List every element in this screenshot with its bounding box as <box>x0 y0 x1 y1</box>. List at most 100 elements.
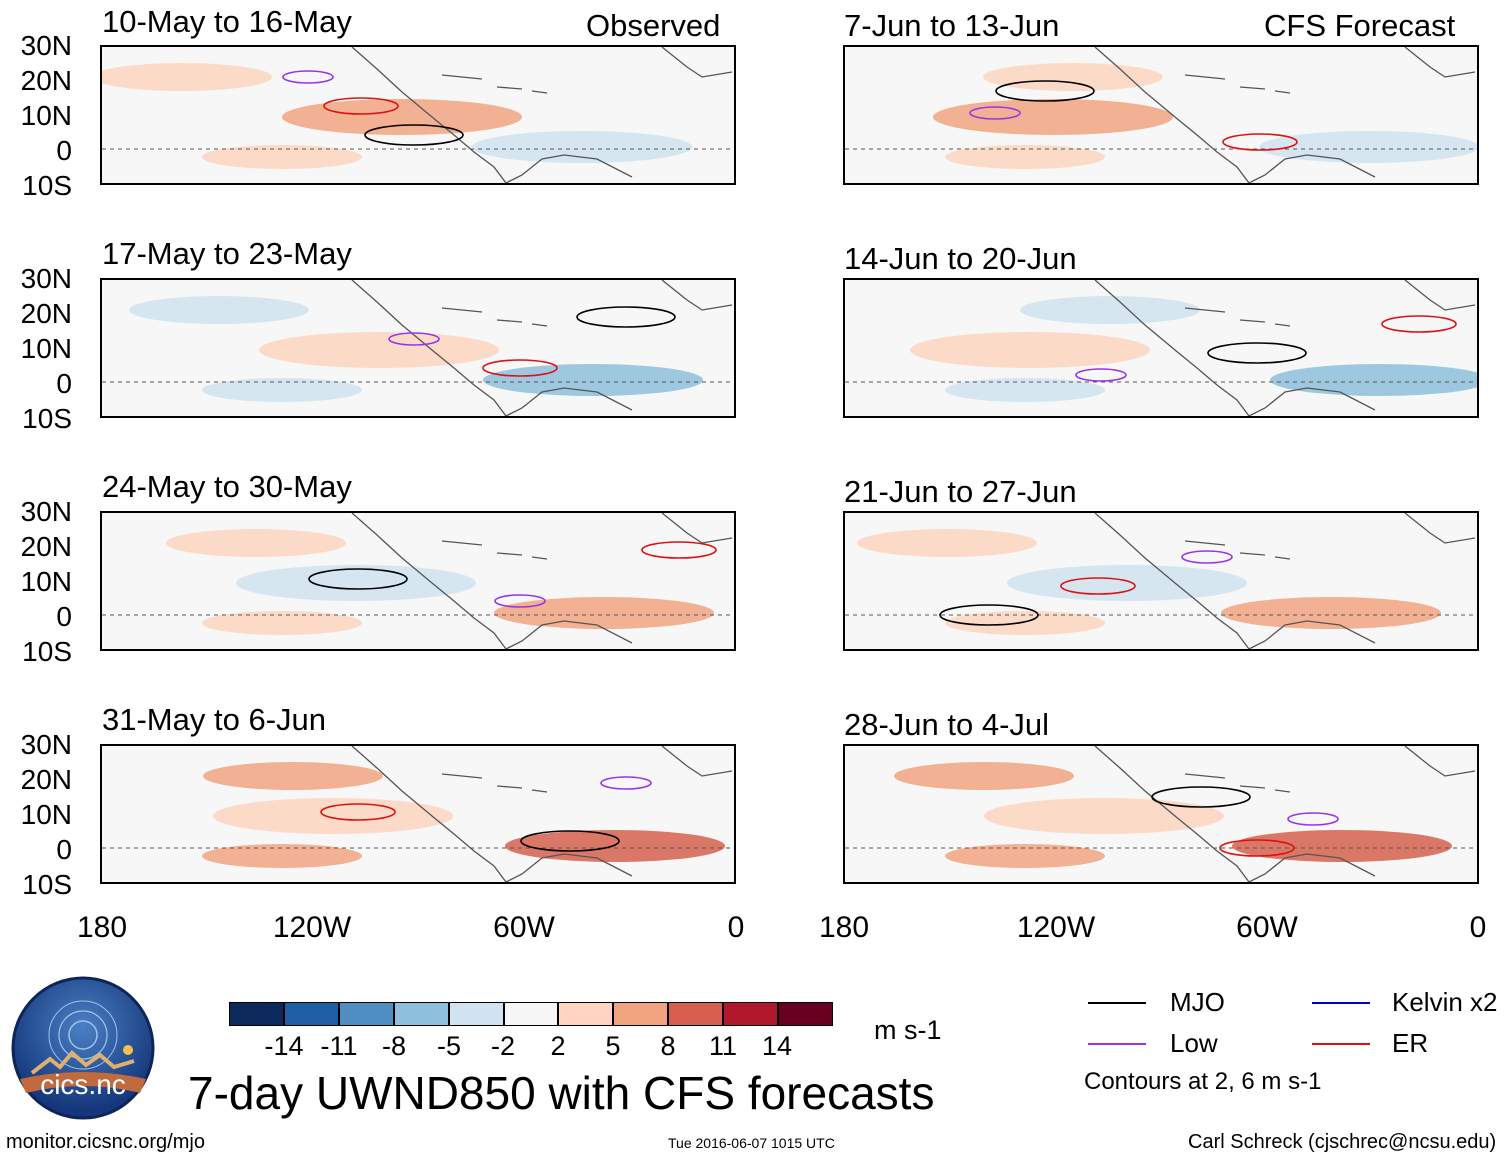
panel-title: 31-May to 6-Jun <box>102 702 326 737</box>
footer-url: monitor.cicsnc.org/mjo <box>6 1131 205 1153</box>
anomaly-shading <box>202 611 362 635</box>
colorbar-tick: -5 <box>436 1031 461 1061</box>
colorbar-swatch <box>283 1002 339 1026</box>
panel-title: 28-Jun to 4-Jul <box>844 707 1050 742</box>
map-area <box>843 278 1479 418</box>
contour <box>1222 133 1298 151</box>
lon-label: 0 <box>727 911 745 944</box>
map-canvas <box>102 513 734 649</box>
lat-label: 10S <box>22 170 72 201</box>
lat-label: 0 <box>56 834 72 865</box>
anomaly-shading <box>945 611 1105 635</box>
anomaly-shading <box>894 762 1074 790</box>
lon-label: 120W <box>1016 911 1096 944</box>
coastline <box>1094 513 1476 649</box>
anomaly-shading <box>203 762 383 790</box>
map-area <box>100 45 736 185</box>
colorbar-swatch <box>503 1002 559 1026</box>
colorbar-tick: -2 <box>490 1031 515 1061</box>
lon-label: 120W <box>272 911 352 944</box>
coastline <box>351 513 733 649</box>
lon-label: 180 <box>76 911 128 944</box>
contour <box>1287 812 1339 826</box>
colorbar-swatch <box>448 1002 504 1026</box>
er-line-swatch <box>1312 1043 1370 1045</box>
contour <box>641 541 717 559</box>
contour-note: Contours at 2, 6 m s-1 <box>1084 1068 1322 1095</box>
anomaly-shading <box>202 145 362 169</box>
anomaly-shading <box>166 529 346 557</box>
figure-title: 7-day UWND850 with CFS forecasts <box>188 1067 935 1119</box>
legend-label: MJO <box>1170 987 1225 1017</box>
anomaly-shading <box>1232 830 1452 862</box>
anomaly-shading <box>910 332 1150 368</box>
cics-logo: cics.nc <box>10 975 156 1121</box>
panel-title: 21-Jun to 27-Jun <box>844 474 1077 509</box>
lon-label: 60W <box>1236 911 1298 944</box>
contour <box>1219 839 1295 857</box>
contour <box>482 359 558 377</box>
contour <box>600 776 652 790</box>
panel-title: 7-Jun to 13-Jun <box>844 8 1060 43</box>
map-canvas <box>845 513 1477 649</box>
contour <box>1181 550 1233 564</box>
legend-label: ER <box>1392 1028 1429 1058</box>
coastline <box>1094 280 1476 416</box>
map-area <box>100 744 736 884</box>
low-line-swatch <box>1088 1043 1146 1045</box>
coastline <box>351 47 733 183</box>
anomaly-shading <box>102 63 272 91</box>
colorbar-swatch <box>338 1002 394 1026</box>
panel-title: 14-Jun to 20-Jun <box>844 241 1077 276</box>
anomaly-shading <box>202 844 362 868</box>
islands <box>441 74 548 94</box>
colorbar-swatch <box>778 1002 833 1026</box>
contour <box>939 604 1039 626</box>
anomaly-shading <box>857 529 1037 557</box>
contour <box>1075 368 1127 382</box>
anomaly-shading <box>259 332 499 368</box>
lat-label: 10N <box>20 566 72 597</box>
panel-title: 10-May to 16-May <box>102 4 352 39</box>
anomaly-shading <box>472 131 692 163</box>
lat-label: 0 <box>56 368 72 399</box>
anomaly-shading <box>129 296 309 324</box>
anomaly-shading <box>505 830 725 862</box>
colorbar-units: m s-1 <box>874 1015 942 1045</box>
lat-label: 10N <box>20 799 72 830</box>
mjo-line-swatch <box>1088 1002 1146 1004</box>
colorbar-tick: -14 <box>264 1031 304 1061</box>
colorbar-swatch <box>558 1002 614 1026</box>
colorbar-swatch <box>229 1002 284 1026</box>
logo-wordmark: cics.nc <box>40 1069 126 1100</box>
map-canvas <box>845 746 1477 882</box>
footer-author: Carl Schreck (cjschrec@ncsu.edu) <box>1188 1131 1497 1153</box>
contour <box>388 332 440 346</box>
lat-label: 10S <box>22 636 72 667</box>
lat-label: 20N <box>20 298 72 329</box>
lat-label: 10N <box>20 100 72 131</box>
contour <box>282 70 334 84</box>
islands <box>441 540 548 560</box>
colorbar-tick: 11 <box>708 1031 738 1061</box>
legend-label: Kelvin x2 <box>1392 987 1498 1017</box>
lat-label: 10S <box>22 403 72 434</box>
anomaly-shading <box>945 378 1105 402</box>
anomaly-shading <box>1007 565 1247 601</box>
colorbar-swatch <box>393 1002 449 1026</box>
lat-label: 20N <box>20 531 72 562</box>
contour <box>1381 315 1457 333</box>
contour <box>1060 577 1136 595</box>
anomaly-shading <box>494 597 714 629</box>
colorbar-swatch <box>723 1002 779 1026</box>
colorbar-swatch <box>613 1002 669 1026</box>
islands <box>1184 307 1291 327</box>
observed-column-label: Observed <box>586 8 721 43</box>
colorbar-tick: 2 <box>550 1031 566 1061</box>
colorbar-swatch <box>668 1002 724 1026</box>
contour <box>995 80 1095 102</box>
map-area <box>100 278 736 418</box>
anomaly-shading <box>945 145 1105 169</box>
lon-label: 180 <box>818 911 870 944</box>
coastline <box>351 280 733 416</box>
